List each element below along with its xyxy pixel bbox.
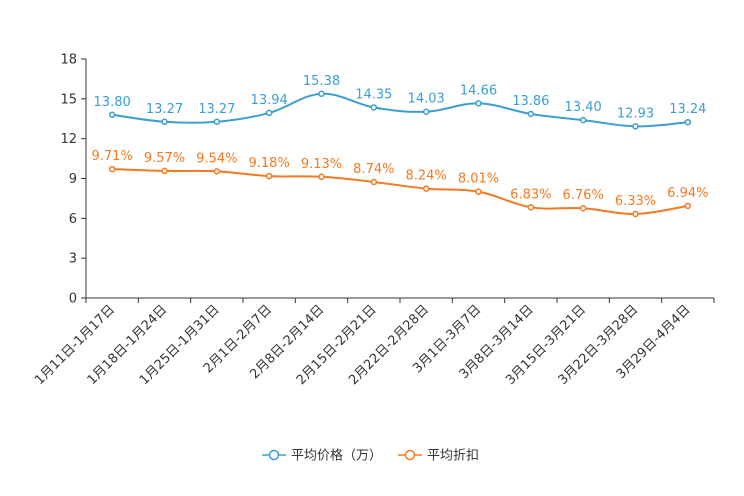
axes: 03691215181月11日-1月17日1月18日-1月24日1月25日-1月… (32, 53, 715, 388)
data-label: 8.24% (406, 169, 447, 184)
data-label: 6.76% (563, 188, 604, 203)
data-point[interactable] (161, 118, 168, 126)
data-label: 8.01% (458, 172, 499, 187)
data-point[interactable] (684, 118, 692, 126)
data-label: 13.86 (512, 94, 549, 109)
y-tick-label: 9 (69, 172, 77, 187)
y-tick-label: 3 (69, 252, 77, 267)
data-label: 6.83% (510, 187, 551, 202)
data-label: 9.13% (301, 157, 342, 172)
data-point[interactable] (632, 210, 639, 218)
legend-label: 平均价格（万） (291, 448, 382, 464)
y-tick-label: 0 (69, 292, 77, 307)
series-layer: 13.80 13.27 13.27 13.94 15.38 14.35 14.03 14.66… (92, 74, 708, 218)
data-label: 13.94 (251, 93, 288, 108)
data-point[interactable] (475, 188, 482, 195)
data-label: 15.38 (303, 74, 340, 89)
data-label: 6.33% (615, 194, 656, 209)
data-point[interactable] (527, 204, 535, 211)
data-point[interactable] (475, 100, 482, 107)
data-point[interactable] (213, 118, 221, 126)
data-point[interactable] (108, 165, 116, 173)
data-label: 12.93 (617, 106, 654, 121)
data-point[interactable] (265, 109, 273, 117)
series-line (112, 92, 688, 128)
data-point[interactable] (422, 185, 430, 192)
data-point[interactable] (265, 172, 273, 180)
y-tick-label: 18 (60, 53, 77, 68)
legend-marker (404, 449, 416, 461)
data-label: 14.66 (460, 83, 497, 98)
data-point[interactable] (370, 178, 378, 186)
series-1: 9.71% 9.57% 9.54% 9.18% 9.13% 8.74% 8.24% 8.01%… (92, 149, 708, 218)
data-label: 14.03 (408, 92, 445, 107)
data-point[interactable] (370, 104, 378, 111)
legend-label: 平均折扣 (427, 449, 479, 464)
legend-item-0[interactable]: 平均价格（万） (262, 448, 382, 464)
data-label: 13.80 (94, 95, 131, 110)
y-tick-label: 15 (60, 92, 77, 107)
legend-item-1[interactable]: 平均折扣 (398, 449, 479, 464)
data-point[interactable] (632, 123, 639, 130)
data-label: 9.71% (92, 149, 133, 164)
data-label: 9.57% (144, 151, 185, 166)
data-label: 13.27 (146, 102, 183, 117)
data-point[interactable] (579, 204, 587, 212)
data-label: 13.27 (198, 102, 235, 117)
data-label: 14.35 (355, 87, 392, 102)
data-label: 8.74% (353, 162, 394, 177)
data-point[interactable] (318, 173, 325, 181)
data-point[interactable] (579, 116, 587, 124)
data-point[interactable] (318, 90, 325, 98)
data-label: 13.24 (669, 102, 706, 117)
data-label: 6.94% (667, 186, 708, 201)
data-label: 9.54% (196, 151, 237, 166)
data-point[interactable] (684, 202, 692, 210)
data-point[interactable] (108, 111, 116, 119)
data-point[interactable] (422, 108, 430, 115)
series-line (112, 168, 688, 215)
legend[interactable]: 平均价格（万） 平均折扣 (262, 448, 479, 464)
series-0: 13.80 13.27 13.27 13.94 15.38 14.35 14.03 14.66… (94, 74, 706, 130)
y-tick-label: 12 (60, 132, 77, 147)
data-label: 9.18% (249, 156, 290, 171)
data-label: 13.40 (565, 100, 602, 115)
data-point[interactable] (527, 110, 535, 118)
y-tick-label: 6 (69, 212, 77, 227)
legend-marker (268, 449, 280, 461)
data-point[interactable] (161, 167, 168, 175)
data-point[interactable] (213, 168, 221, 175)
